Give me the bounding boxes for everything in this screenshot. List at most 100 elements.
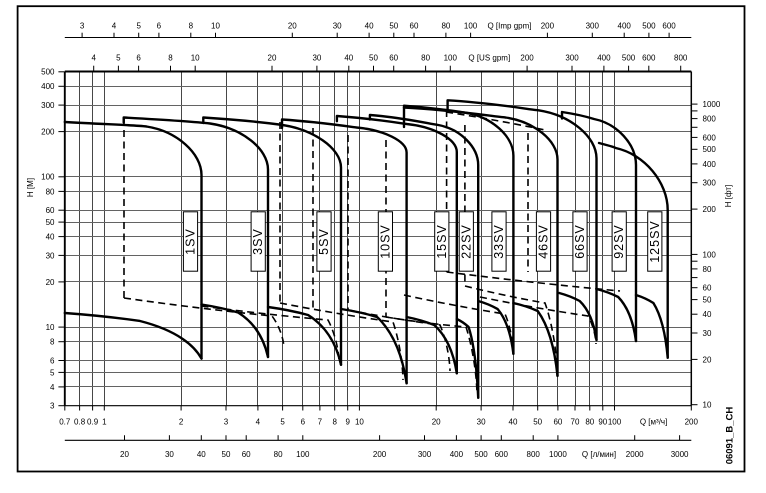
svg-text:0.9: 0.9: [87, 417, 99, 426]
svg-text:600: 600: [495, 450, 509, 459]
svg-text:15SV: 15SV: [435, 224, 449, 259]
svg-text:800: 800: [674, 53, 688, 62]
svg-text:100: 100: [464, 22, 478, 31]
svg-text:300: 300: [41, 101, 55, 110]
svg-text:30: 30: [333, 22, 342, 31]
svg-text:5: 5: [136, 22, 141, 31]
svg-text:3: 3: [80, 22, 85, 31]
svg-text:5: 5: [50, 368, 55, 377]
svg-text:80: 80: [46, 187, 55, 196]
svg-text:9: 9: [345, 417, 350, 426]
svg-text:30: 30: [165, 450, 174, 459]
svg-text:6: 6: [301, 417, 306, 426]
svg-text:50: 50: [533, 417, 542, 426]
svg-text:200: 200: [520, 53, 534, 62]
svg-text:2000: 2000: [626, 450, 644, 459]
svg-text:8: 8: [332, 417, 337, 426]
svg-text:66SV: 66SV: [573, 224, 587, 259]
svg-text:40: 40: [509, 417, 518, 426]
svg-text:200: 200: [703, 205, 717, 214]
svg-text:1SV: 1SV: [184, 228, 198, 255]
svg-text:200: 200: [685, 417, 699, 426]
svg-text:3: 3: [50, 402, 55, 411]
svg-text:200: 200: [373, 450, 387, 459]
svg-text:50: 50: [369, 53, 378, 62]
svg-text:60: 60: [46, 206, 55, 215]
svg-text:300: 300: [418, 450, 432, 459]
svg-text:50: 50: [46, 218, 55, 227]
svg-text:6: 6: [157, 22, 162, 31]
svg-text:10: 10: [703, 401, 712, 410]
svg-text:400: 400: [703, 160, 717, 169]
svg-text:20: 20: [432, 417, 441, 426]
svg-text:46SV: 46SV: [537, 224, 551, 259]
svg-text:30: 30: [46, 251, 55, 260]
svg-text:60: 60: [410, 22, 419, 31]
svg-text:80: 80: [441, 22, 450, 31]
svg-text:10: 10: [191, 53, 200, 62]
svg-text:100: 100: [703, 250, 717, 259]
svg-text:20: 20: [46, 278, 55, 287]
svg-text:100: 100: [296, 450, 310, 459]
svg-text:8: 8: [168, 53, 173, 62]
svg-text:20: 20: [288, 22, 297, 31]
svg-text:80: 80: [274, 450, 283, 459]
svg-text:100: 100: [444, 53, 458, 62]
svg-text:4: 4: [91, 53, 96, 62]
svg-text:50: 50: [389, 22, 398, 31]
svg-text:60: 60: [242, 450, 251, 459]
svg-text:30: 30: [312, 53, 321, 62]
svg-text:3000: 3000: [671, 450, 689, 459]
svg-text:33SV: 33SV: [492, 224, 506, 259]
svg-text:8: 8: [189, 22, 194, 31]
svg-text:1000: 1000: [549, 450, 567, 459]
svg-text:500: 500: [474, 450, 488, 459]
svg-text:10SV: 10SV: [378, 224, 392, 259]
svg-text:10: 10: [211, 22, 220, 31]
svg-text:10: 10: [355, 417, 364, 426]
svg-text:70: 70: [571, 417, 580, 426]
svg-text:3: 3: [224, 417, 229, 426]
svg-text:200: 200: [541, 22, 555, 31]
svg-text:40: 40: [365, 22, 374, 31]
svg-text:4: 4: [50, 383, 55, 392]
svg-text:Q [US gpm]: Q [US gpm]: [468, 53, 510, 62]
svg-text:4: 4: [256, 417, 261, 426]
svg-text:92SV: 92SV: [612, 224, 626, 259]
svg-text:H [М]: H [М]: [26, 178, 35, 197]
svg-text:0.7: 0.7: [59, 417, 71, 426]
svg-text:20: 20: [703, 355, 712, 364]
svg-text:400: 400: [618, 22, 632, 31]
svg-text:3SV: 3SV: [251, 228, 265, 255]
svg-text:50: 50: [222, 450, 231, 459]
svg-text:20: 20: [120, 450, 129, 459]
svg-text:40: 40: [344, 53, 353, 62]
svg-text:2: 2: [179, 417, 184, 426]
svg-text:22SV: 22SV: [459, 224, 473, 259]
svg-text:80: 80: [421, 53, 430, 62]
svg-text:600: 600: [662, 22, 676, 31]
svg-text:500: 500: [703, 145, 717, 154]
svg-text:60: 60: [703, 284, 712, 293]
svg-text:40: 40: [703, 310, 712, 319]
svg-text:0.8: 0.8: [74, 417, 86, 426]
svg-text:200: 200: [41, 128, 55, 137]
svg-text:300: 300: [586, 22, 600, 31]
svg-text:30: 30: [703, 329, 712, 338]
svg-text:300: 300: [565, 53, 579, 62]
svg-text:40: 40: [197, 450, 206, 459]
svg-text:600: 600: [642, 53, 656, 62]
svg-text:20: 20: [268, 53, 277, 62]
svg-text:6: 6: [136, 53, 141, 62]
svg-text:100: 100: [41, 173, 55, 182]
svg-text:Q [Imp gpm]: Q [Imp gpm]: [487, 22, 531, 31]
svg-text:5: 5: [116, 53, 121, 62]
svg-text:125SV: 125SV: [648, 220, 662, 263]
svg-text:4: 4: [112, 22, 117, 31]
svg-text:300: 300: [703, 179, 717, 188]
svg-text:50: 50: [703, 296, 712, 305]
svg-text:06091_B_CH: 06091_B_CH: [725, 407, 736, 465]
svg-text:Q [л/мин]: Q [л/мин]: [582, 450, 616, 459]
svg-text:7: 7: [318, 417, 323, 426]
svg-text:6: 6: [50, 356, 55, 365]
